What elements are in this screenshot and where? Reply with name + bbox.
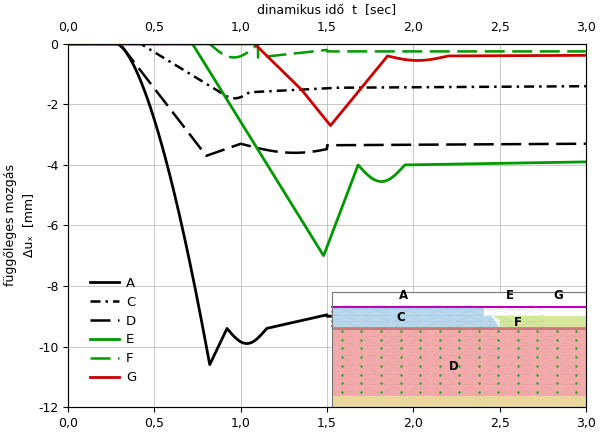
Text: F: F	[514, 316, 521, 329]
Bar	[332, 327, 586, 330]
Legend: A, C, D, E, F, G: A, C, D, E, F, G	[85, 271, 142, 390]
Polygon shape	[332, 307, 500, 327]
Y-axis label: függőleges mozgás
Δuₓ  [mm]: függőleges mozgás Δuₓ [mm]	[4, 164, 35, 286]
Bar	[332, 330, 586, 396]
Bar	[332, 396, 586, 407]
Text: D: D	[449, 360, 459, 373]
Text: G: G	[553, 289, 563, 302]
X-axis label: dinamikus idő  t  [sec]: dinamikus idő t [sec]	[257, 4, 397, 17]
Polygon shape	[493, 316, 586, 327]
Bar	[332, 292, 586, 407]
Bar	[332, 292, 586, 407]
Text: A: A	[398, 289, 408, 302]
Text: C: C	[397, 311, 405, 324]
Bar	[484, 307, 586, 316]
Text: E: E	[506, 289, 514, 302]
